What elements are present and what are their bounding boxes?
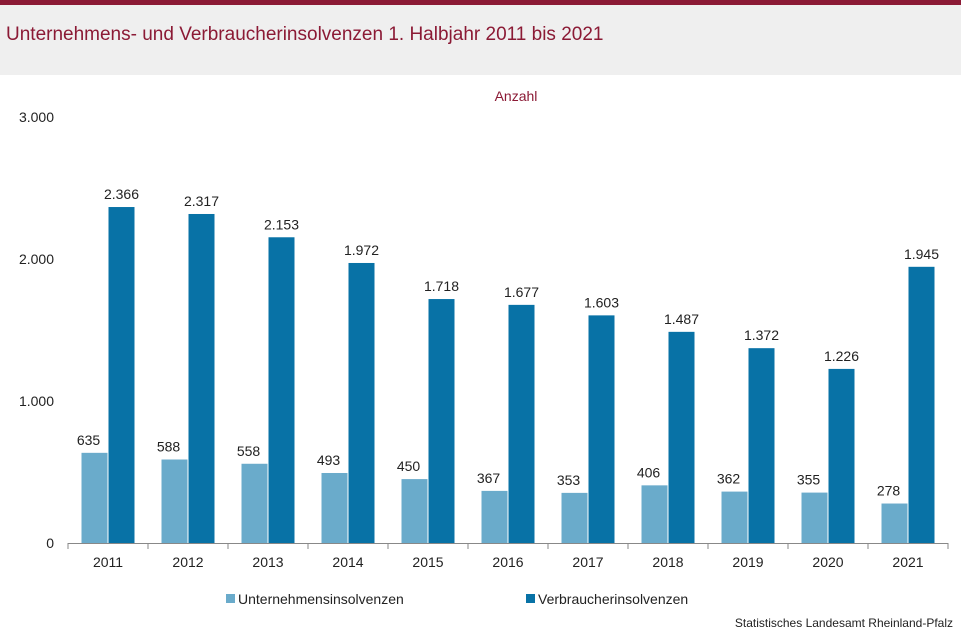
legend-label: Verbraucherinsolvenzen bbox=[538, 591, 688, 607]
bar-unternehmen bbox=[481, 490, 508, 543]
bar-unternehmen bbox=[401, 479, 428, 543]
x-tick-label: 2018 bbox=[652, 554, 683, 570]
data-label: 353 bbox=[557, 472, 581, 488]
data-label: 278 bbox=[877, 483, 901, 499]
bar-verbraucher bbox=[188, 213, 215, 543]
y-axis-label: Anzahl bbox=[495, 88, 538, 104]
legend-swatch-unternehmen bbox=[226, 594, 235, 603]
bar-verbraucher bbox=[108, 207, 135, 543]
bar-unternehmen bbox=[161, 459, 188, 543]
data-label: 1.972 bbox=[344, 242, 379, 258]
x-tick-label: 2016 bbox=[492, 554, 523, 570]
data-label: 2.317 bbox=[184, 193, 219, 209]
x-tick-label: 2013 bbox=[252, 554, 283, 570]
data-label: 2.366 bbox=[104, 186, 139, 202]
x-tick-label: 2021 bbox=[892, 554, 923, 570]
bar-unternehmen bbox=[881, 503, 908, 543]
bar-verbraucher bbox=[588, 315, 615, 543]
y-tick-label: 0 bbox=[46, 535, 54, 551]
bar-unternehmen bbox=[321, 472, 348, 543]
bar-unternehmen bbox=[641, 485, 668, 543]
x-tick-label: 2012 bbox=[172, 554, 203, 570]
data-label: 1.603 bbox=[584, 294, 619, 310]
data-label: 1.226 bbox=[824, 348, 859, 364]
bar-unternehmen bbox=[721, 491, 748, 543]
data-label: 355 bbox=[797, 472, 821, 488]
bar-verbraucher bbox=[508, 304, 535, 543]
data-label: 406 bbox=[637, 464, 661, 480]
bar-unternehmen bbox=[81, 452, 108, 543]
y-tick-label: 3.000 bbox=[19, 109, 54, 125]
data-label: 1.945 bbox=[904, 246, 939, 262]
legend-label: Unternehmensinsolvenzen bbox=[238, 591, 404, 607]
data-label: 1.372 bbox=[744, 327, 779, 343]
source-note: Statistisches Landesamt Rheinland-Pfalz bbox=[734, 616, 953, 630]
data-label: 367 bbox=[477, 470, 501, 486]
x-tick-label: 2015 bbox=[412, 554, 443, 570]
bar-verbraucher bbox=[268, 237, 295, 544]
bar-verbraucher bbox=[908, 266, 935, 543]
bar-verbraucher bbox=[428, 299, 455, 543]
legend-swatch-verbraucher bbox=[526, 594, 535, 603]
bar-unternehmen bbox=[241, 463, 268, 543]
data-label: 635 bbox=[77, 432, 101, 448]
top-accent-bar bbox=[0, 0, 961, 5]
data-label: 362 bbox=[717, 471, 741, 487]
data-label: 1.718 bbox=[424, 278, 459, 294]
bar-unternehmen bbox=[561, 492, 588, 543]
bar-verbraucher bbox=[828, 368, 855, 543]
data-label: 1.677 bbox=[504, 284, 539, 300]
x-tick-label: 2014 bbox=[332, 554, 363, 570]
data-label: 588 bbox=[157, 439, 181, 455]
y-tick-label: 2.000 bbox=[19, 251, 54, 267]
bar-unternehmen bbox=[801, 492, 828, 543]
bar-verbraucher bbox=[748, 348, 775, 543]
data-label: 450 bbox=[397, 458, 421, 474]
data-label: 2.153 bbox=[264, 216, 299, 232]
x-tick-label: 2020 bbox=[812, 554, 843, 570]
chart-title: Unternehmens- und Verbraucherinsolvenzen… bbox=[6, 24, 604, 45]
y-tick-label: 1.000 bbox=[19, 393, 54, 409]
data-label: 558 bbox=[237, 443, 261, 459]
x-tick-label: 2019 bbox=[732, 554, 763, 570]
data-label: 1.487 bbox=[664, 311, 699, 327]
x-tick-label: 2011 bbox=[93, 554, 123, 570]
data-label: 493 bbox=[317, 452, 341, 468]
chart-panel bbox=[0, 75, 961, 631]
x-tick-label: 2017 bbox=[572, 554, 603, 570]
bar-verbraucher bbox=[668, 331, 695, 543]
bar-verbraucher bbox=[348, 262, 375, 543]
